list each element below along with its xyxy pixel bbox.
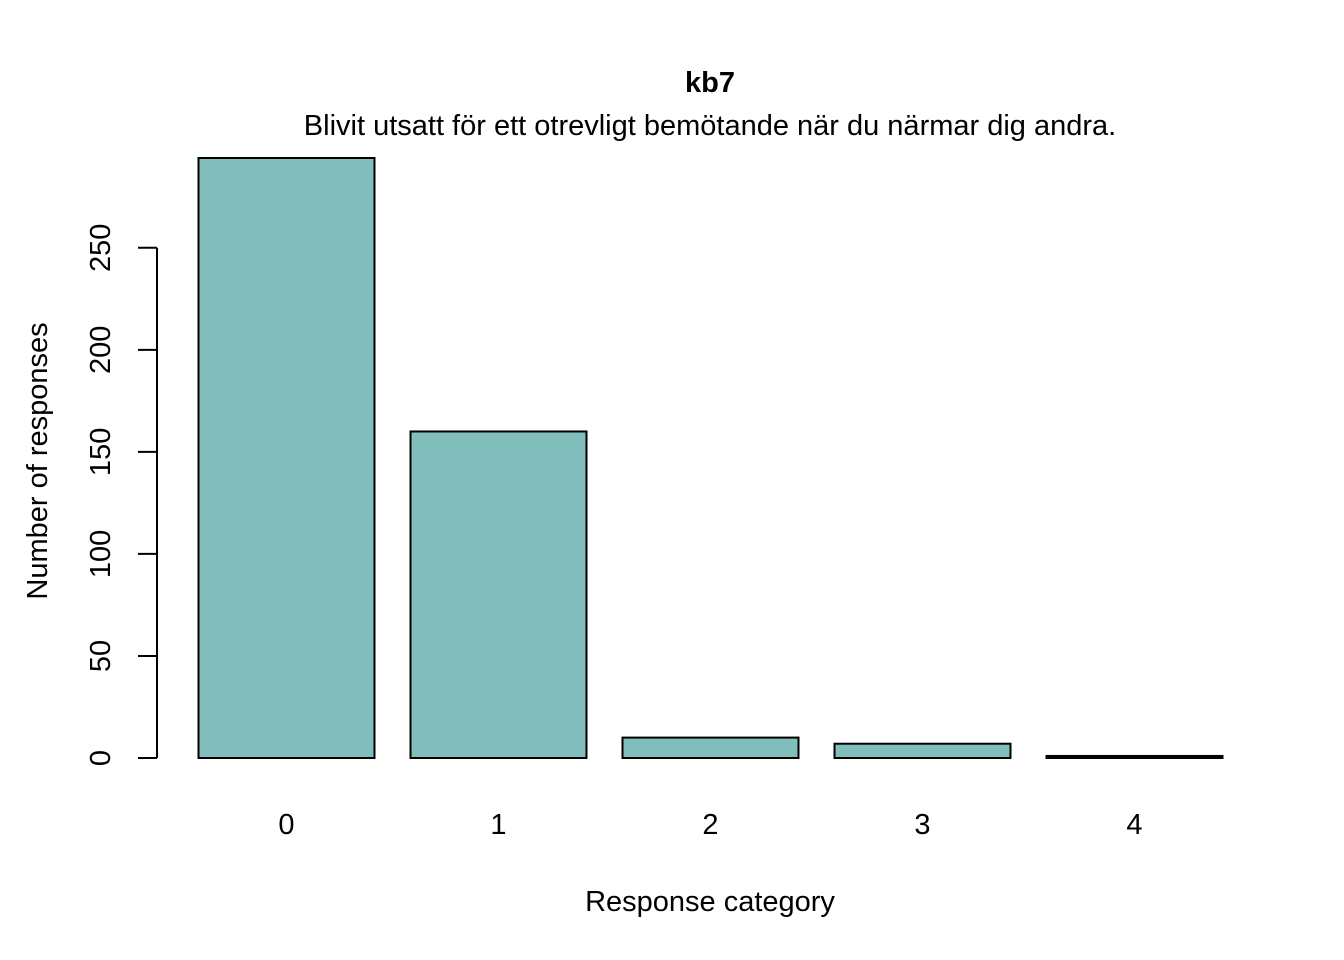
- x-tick-label: 1: [490, 809, 506, 841]
- x-tick-label: 2: [702, 809, 718, 841]
- y-tick-label: 250: [85, 224, 117, 272]
- y-tick-label: 100: [85, 530, 117, 578]
- x-tick-label: 3: [914, 809, 930, 841]
- y-axis: 0 50 100 150 200 250: [85, 224, 158, 766]
- chart-title: kb7: [685, 67, 735, 99]
- y-tick-label: 200: [85, 326, 117, 374]
- bar-3: [833, 742, 1012, 760]
- y-axis-label: Number of responses: [22, 322, 54, 599]
- y-tick-label: 50: [85, 640, 117, 672]
- x-axis-label: Response category: [585, 886, 835, 918]
- y-tick-label: 150: [85, 428, 117, 476]
- y-tick-label: 0: [85, 750, 117, 766]
- bar-2: [621, 736, 800, 760]
- bars-group: [197, 157, 1224, 760]
- x-tick-label: 4: [1126, 809, 1142, 841]
- bar-0: [197, 157, 376, 759]
- x-tick-label: 0: [278, 809, 294, 841]
- chart-subtitle: Blivit utsatt för ett otrevligt bemötand…: [304, 110, 1116, 142]
- x-axis-tick-labels: 0 1 2 3 4: [278, 809, 1142, 841]
- bar-1: [409, 430, 588, 759]
- bar-4: [1045, 754, 1224, 759]
